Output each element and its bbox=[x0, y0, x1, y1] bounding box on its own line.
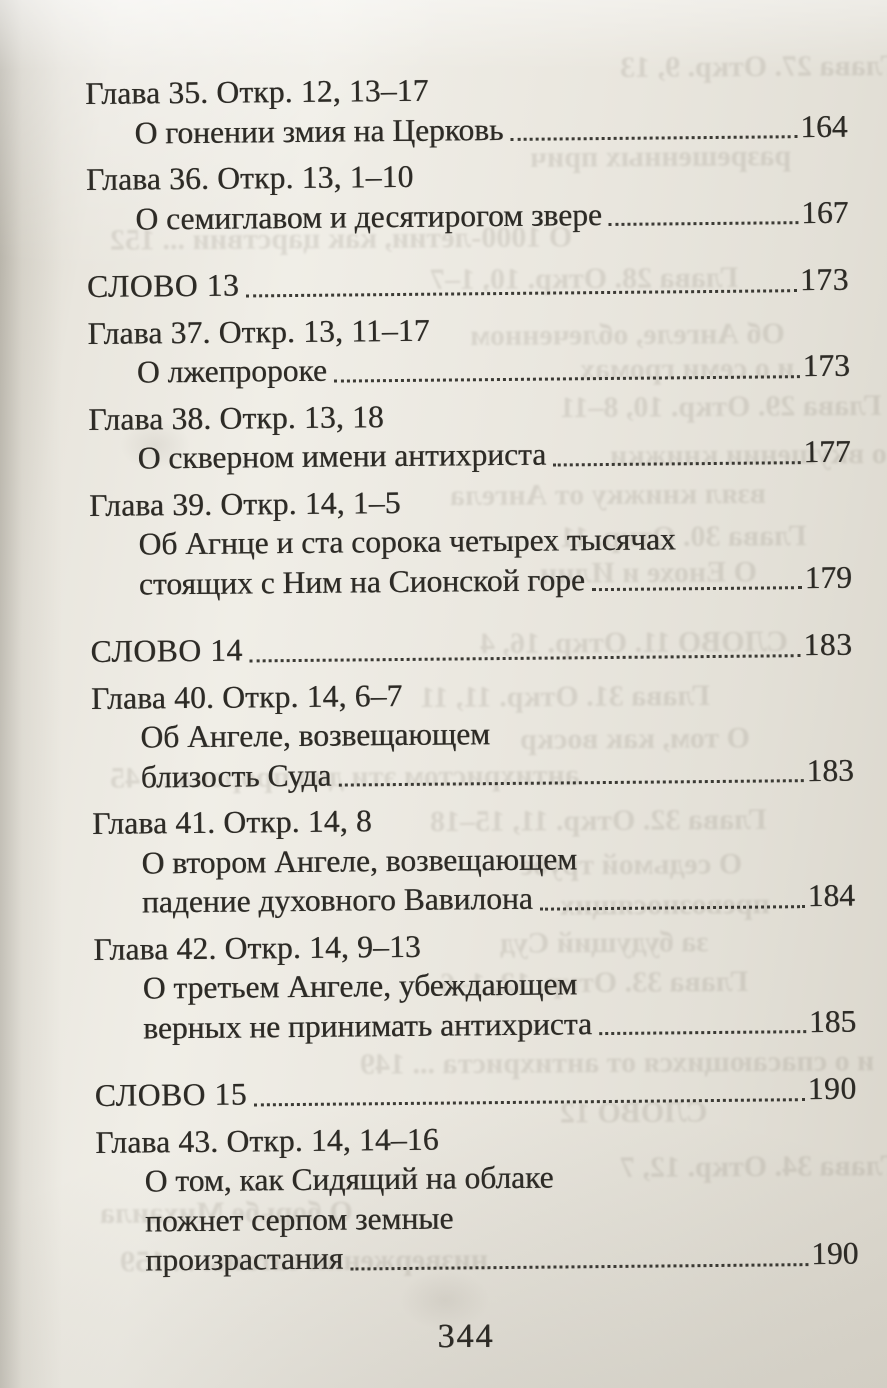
toc-page-number: 183 bbox=[803, 626, 853, 663]
toc-description-last-line: О семиглавом и десятирогом звере 167 bbox=[86, 192, 848, 239]
table-of-contents: Глава 35. Откр. 12, 13–17 О гонении змия … bbox=[85, 67, 859, 1281]
page-folio: 344 bbox=[437, 1317, 495, 1356]
toc-page-number: 183 bbox=[806, 752, 854, 788]
toc-description-last-line: О лжепророке 173 bbox=[88, 346, 850, 393]
toc-page-number: 190 bbox=[807, 1070, 857, 1107]
toc-entry: Глава 39. Откр. 14, 1–5 Об Агнце и ста со… bbox=[89, 478, 852, 604]
toc-description-last-line: падение духовного Вавилона 184 bbox=[93, 876, 855, 923]
dot-leader bbox=[254, 1097, 805, 1106]
toc-entry: Глава 36. Откр. 13, 1–10 О семиглавом и д… bbox=[86, 153, 849, 239]
toc-description-last-line-label: близость Суда bbox=[140, 757, 332, 794]
toc-page-number: 179 bbox=[804, 559, 853, 595]
toc-description-last-line-label: произрастания bbox=[145, 1240, 344, 1278]
toc-description-last-line-label: О семиглавом и десятирогом звере bbox=[135, 196, 603, 237]
toc-description-last-line-label: верных не принимать антихриста bbox=[142, 1005, 593, 1045]
toc-section-heading-label: СЛОВО 13 bbox=[86, 267, 240, 304]
toc-section-heading: СЛОВО 14 183 bbox=[90, 625, 852, 672]
toc-page-number: 167 bbox=[800, 194, 849, 230]
toc-section-heading-label: СЛОВО 14 bbox=[90, 632, 243, 669]
toc-entry: Глава 43. Откр. 14, 14–16 О том, как Сидя… bbox=[95, 1115, 858, 1280]
dot-leader bbox=[338, 779, 804, 787]
toc-section-heading: СЛОВО 15 190 bbox=[95, 1069, 857, 1116]
toc-description-last-line: близость Суда 183 bbox=[92, 750, 854, 797]
toc-description-last-line-label: падение духовного Вавилона bbox=[141, 880, 533, 920]
toc-page-number: 190 bbox=[810, 1235, 859, 1272]
dot-leader bbox=[539, 904, 805, 911]
toc-description-last-line: О скверном имени антихриста 177 bbox=[89, 432, 851, 479]
paper-smudge bbox=[400, 1270, 490, 1330]
toc-description-last-line-label: О скверном имени антихриста bbox=[137, 436, 547, 476]
paper-smudge bbox=[120, 420, 190, 470]
dot-leader bbox=[591, 586, 802, 592]
dot-leader bbox=[350, 1262, 809, 1271]
dot-leader bbox=[608, 221, 799, 226]
toc-description-last-line: О гонении змия на Церковь 164 bbox=[85, 106, 847, 153]
toc-page-number: 184 bbox=[807, 877, 856, 914]
toc-description-last-line: стоящих с Ним на Сионской горе 179 bbox=[90, 557, 852, 604]
toc-description-last-line-label: О лжепророке bbox=[136, 352, 328, 390]
toc-description-last-line: произрастания 190 bbox=[96, 1234, 858, 1281]
toc-entry: Глава 40. Откр. 14, 6–7 Об Ангеле, возвещ… bbox=[91, 671, 854, 797]
toc-section-heading-label: СЛОВО 15 bbox=[94, 1076, 248, 1113]
toc-description-last-line-label: стоящих с Ним на Сионской горе bbox=[138, 561, 585, 602]
toc-page-number: 185 bbox=[808, 1003, 857, 1039]
dot-leader bbox=[249, 653, 801, 662]
dot-leader bbox=[599, 1030, 806, 1036]
toc-description-last-line: верных не принимать антихриста 185 bbox=[94, 1001, 856, 1048]
toc-entry: Глава 42. Откр. 14, 9–13 О третьем Ангеле… bbox=[93, 922, 856, 1048]
toc-entry: Глава 35. Откр. 12, 13–17 О гонении змия … bbox=[85, 67, 848, 153]
dot-leader bbox=[246, 288, 798, 297]
toc-page-number: 173 bbox=[802, 347, 850, 384]
toc-page-number: 164 bbox=[800, 108, 848, 144]
toc-entry: Глава 37. Откр. 13, 11–17 О лжепророке 173 bbox=[87, 306, 850, 392]
toc-description-last-line-label: О гонении змия на Церковь bbox=[134, 111, 504, 151]
toc-page-number: 173 bbox=[799, 261, 850, 298]
toc-entry: Глава 38. Откр. 13, 18 О скверном имени а… bbox=[88, 392, 851, 478]
dot-leader bbox=[510, 135, 798, 141]
dot-leader bbox=[553, 460, 801, 467]
dot-leader bbox=[333, 374, 800, 383]
toc-page-number: 177 bbox=[803, 433, 851, 470]
toc-section-heading: СЛОВО 13 173 bbox=[87, 260, 849, 307]
